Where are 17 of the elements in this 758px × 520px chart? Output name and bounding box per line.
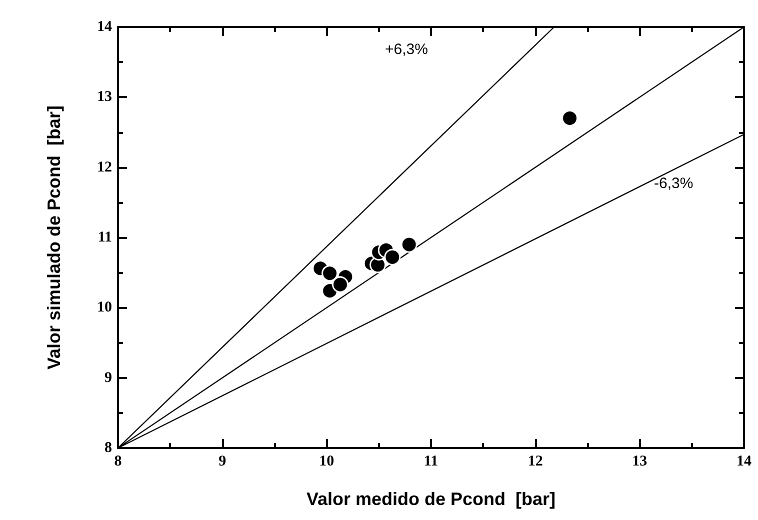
y-tick-label: 11 [98, 230, 112, 246]
y-tick-label: 10 [97, 300, 112, 316]
y-tick-label: 14 [97, 19, 112, 35]
y-axis-title: Valor simulado de Pcond [bar] [44, 105, 64, 370]
annotation: -6,3% [654, 175, 694, 192]
x-tick-label: 14 [736, 454, 752, 470]
x-tick-label: 13 [632, 454, 648, 470]
y-tick-label: 12 [97, 159, 112, 176]
x-tick-label: 10 [319, 454, 334, 470]
y-tick-label: 8 [104, 440, 112, 456]
x-tick-label: 12 [528, 454, 543, 470]
y-tick-label: 9 [104, 370, 112, 386]
annotation: +6,3% [385, 41, 428, 58]
x-tick-label: 9 [218, 454, 226, 470]
y-tick-label: 13 [97, 89, 112, 106]
x-tick-label: 11 [424, 454, 438, 470]
x-axis-title: Valor medido de Pcond [bar] [306, 489, 556, 509]
